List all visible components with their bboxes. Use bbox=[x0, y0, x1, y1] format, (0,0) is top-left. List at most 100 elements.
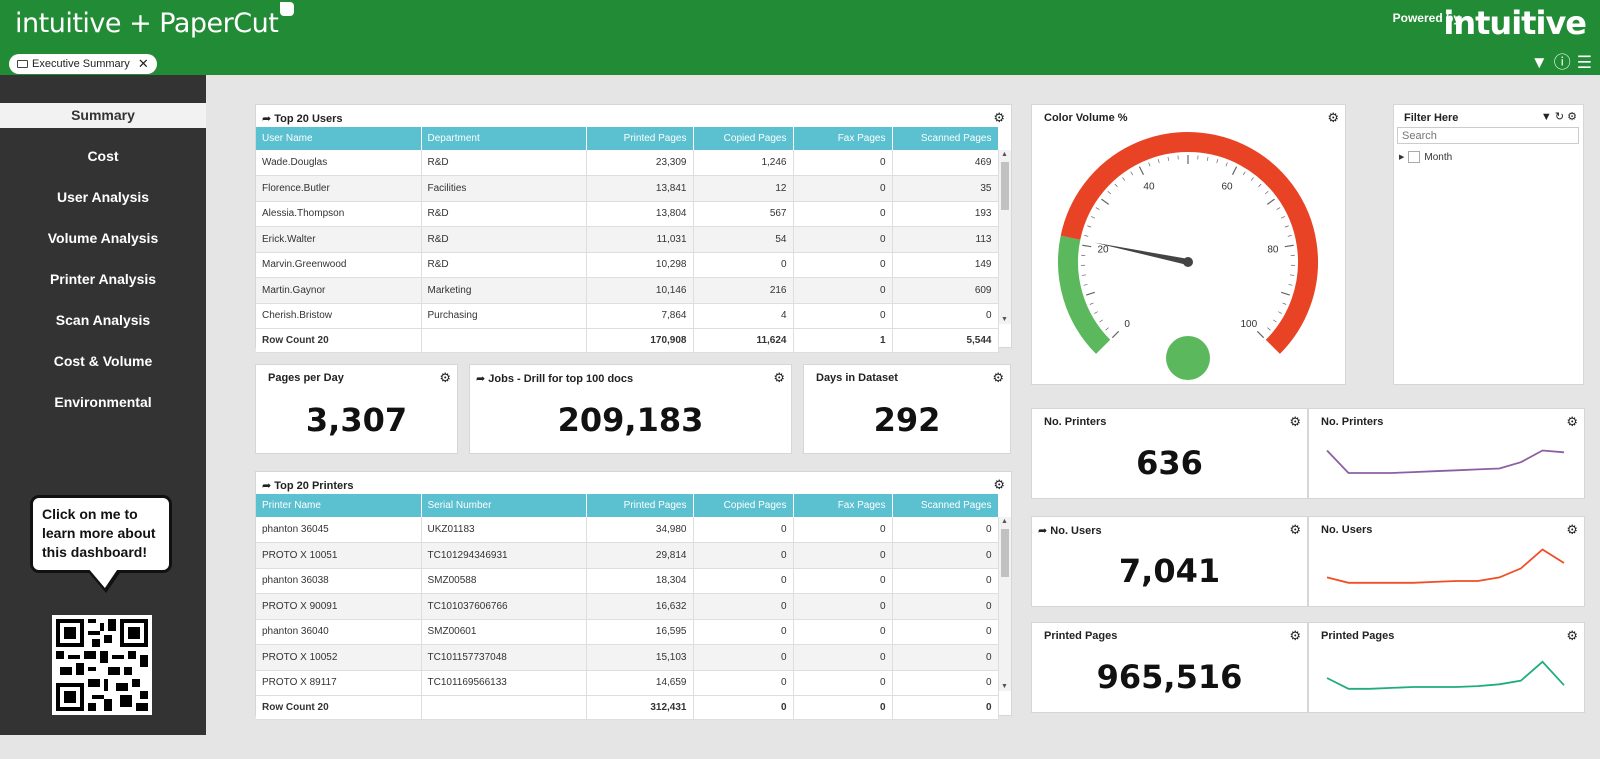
table-row[interactable]: PROTO X 89117 TC101169566133 14,659 0 0 0 bbox=[256, 670, 999, 696]
scroll-down-icon[interactable]: ▼ bbox=[1001, 683, 1008, 690]
table-row[interactable]: Marvin.Greenwood R&D 10,298 0 0 149 bbox=[256, 252, 999, 278]
gauge-tick bbox=[1287, 235, 1292, 237]
scrollbar-thumb[interactable] bbox=[1001, 162, 1009, 210]
kpi-value: 3,307 bbox=[305, 401, 408, 439]
column-header[interactable]: Department bbox=[421, 127, 587, 150]
scroll-up-icon[interactable]: ▲ bbox=[1001, 518, 1008, 525]
column-header[interactable]: Fax Pages bbox=[793, 127, 893, 150]
gauge-tick bbox=[1250, 177, 1254, 181]
filter-toolbar-icons[interactable]: ▼ ↻ ⚙ bbox=[1541, 110, 1577, 123]
kpi-title[interactable]: ➦ No. Users bbox=[1038, 525, 1102, 537]
gear-icon[interactable]: ⚙ bbox=[992, 370, 1004, 385]
top-users-title[interactable]: ➦ Top 20 Users bbox=[262, 113, 343, 125]
table-cell: phanton 36045 bbox=[256, 517, 422, 543]
sidebar-item-summary[interactable]: Summary bbox=[0, 103, 206, 128]
gear-icon[interactable]: ⚙ bbox=[773, 370, 785, 385]
tree-item-month[interactable]: ▶ Month bbox=[1399, 151, 1452, 163]
column-header[interactable]: Fax Pages bbox=[793, 494, 893, 517]
gear-icon[interactable]: ⚙ bbox=[1289, 628, 1301, 643]
checkbox[interactable] bbox=[1408, 151, 1421, 163]
table-cell: 0 bbox=[693, 568, 794, 594]
printed-kpi-panel: Printed Pages ⚙ 965,516 bbox=[1031, 622, 1308, 713]
gear-icon[interactable]: ⚙ bbox=[993, 110, 1005, 125]
top-printers-table: Printer Name Serial Number Printed Pages… bbox=[256, 494, 999, 720]
filter-icon[interactable]: ▼ bbox=[1530, 53, 1548, 72]
close-icon[interactable]: ✕ bbox=[137, 56, 149, 71]
table-cell: 0 bbox=[892, 542, 999, 569]
table-row[interactable]: Alessia.Thompson R&D 13,804 567 0 193 bbox=[256, 201, 999, 227]
sidebar-item-user-analysis[interactable]: User Analysis bbox=[56, 189, 150, 205]
column-header[interactable]: Printed Pages bbox=[586, 494, 694, 517]
column-header[interactable]: Printer Name bbox=[256, 494, 422, 517]
table-cell: 193 bbox=[892, 201, 999, 227]
sidebar-item-volume-analysis[interactable]: Volume Analysis bbox=[47, 230, 159, 246]
table-row[interactable]: phanton 36045 UKZ01183 34,980 0 0 0 bbox=[256, 517, 999, 543]
table-row[interactable]: phanton 36038 SMZ00588 18,304 0 0 0 bbox=[256, 568, 999, 594]
table-row[interactable]: Erick.Walter R&D 11,031 54 0 113 bbox=[256, 226, 999, 253]
scroll-down-icon[interactable]: ▼ bbox=[1001, 316, 1008, 323]
table-cell: 216 bbox=[693, 277, 794, 304]
column-header[interactable]: Copied Pages bbox=[693, 494, 794, 517]
sparkline-series bbox=[1326, 548, 1565, 584]
column-header[interactable]: Printed Pages bbox=[586, 127, 694, 150]
table-row[interactable]: Wade.Douglas R&D 23,309 1,246 0 469 bbox=[256, 150, 999, 176]
gauge-tick bbox=[1267, 327, 1271, 331]
scroll-up-icon[interactable]: ▲ bbox=[1001, 151, 1008, 158]
table-cell: PROTO X 10052 bbox=[256, 644, 422, 671]
table-row[interactable]: phanton 36040 SMZ00601 16,595 0 0 0 bbox=[256, 619, 999, 645]
gauge-tick bbox=[1225, 162, 1228, 167]
table-row[interactable]: Florence.Butler Facilities 13,841 12 0 35 bbox=[256, 175, 999, 202]
column-header[interactable]: User Name bbox=[256, 127, 422, 150]
table-row[interactable]: PROTO X 90091 TC101037606766 16,632 0 0 0 bbox=[256, 593, 999, 620]
gear-icon[interactable]: ⚙ bbox=[993, 477, 1005, 492]
sidebar-item-cost-volume[interactable]: Cost & Volume bbox=[53, 353, 153, 369]
gear-icon[interactable]: ⚙ bbox=[1566, 628, 1578, 643]
menu-icon[interactable]: ☰ bbox=[1576, 53, 1592, 72]
sidebar-item-scan-analysis[interactable]: Scan Analysis bbox=[55, 312, 151, 328]
color-volume-gauge: 0 20 40 60 80 100 bbox=[1058, 132, 1318, 380]
table-row[interactable]: Cherish.Bristow Purchasing 7,864 4 0 0 bbox=[256, 303, 999, 329]
sidebar-item-cost[interactable]: Cost bbox=[87, 148, 119, 164]
table-cell: 0 bbox=[793, 252, 893, 278]
kpi-title[interactable]: ➦ Jobs - Drill for top 100 docs bbox=[476, 373, 634, 385]
gear-icon[interactable]: ⚙ bbox=[1566, 522, 1578, 537]
jobs-panel: ➦ Jobs - Drill for top 100 docs ⚙ 209,18… bbox=[469, 364, 792, 454]
column-header[interactable]: Serial Number bbox=[421, 494, 587, 517]
table-cell: 16,595 bbox=[586, 619, 694, 645]
filter-search-input[interactable] bbox=[1397, 127, 1579, 144]
column-header[interactable]: Scanned Pages bbox=[892, 494, 999, 517]
expand-icon[interactable]: ▶ bbox=[1399, 154, 1405, 161]
gauge-tick bbox=[1276, 207, 1281, 210]
qr-code-icon[interactable] bbox=[52, 615, 152, 715]
gauge-tick bbox=[1281, 216, 1285, 219]
gear-icon[interactable]: ⚙ bbox=[1327, 110, 1339, 125]
gear-icon[interactable]: ⚙ bbox=[1289, 414, 1301, 429]
scrollbar-thumb[interactable] bbox=[1001, 529, 1009, 577]
column-header[interactable]: Scanned Pages bbox=[892, 127, 999, 150]
table-scrollbar[interactable]: ▲ ▼ bbox=[999, 150, 1011, 324]
gauge-tick-label: 0 bbox=[1124, 319, 1130, 330]
table-row[interactable]: Martin.Gaynor Marketing 10,146 216 0 609 bbox=[256, 277, 999, 304]
table-row[interactable]: PROTO X 10052 TC101157737048 15,103 0 0 0 bbox=[256, 644, 999, 671]
sidebar-item-printer-analysis[interactable]: Printer Analysis bbox=[49, 271, 157, 287]
gear-icon[interactable]: ⚙ bbox=[1289, 522, 1301, 537]
folder-icon bbox=[17, 60, 28, 68]
refresh-icon[interactable]: ↻ bbox=[1554, 111, 1565, 123]
gear-icon[interactable]: ⚙ bbox=[439, 370, 451, 385]
top-printers-title[interactable]: ➦ Top 20 Printers bbox=[262, 480, 354, 492]
gear-icon[interactable]: ⚙ bbox=[1566, 414, 1578, 429]
gear-icon[interactable]: ⚙ bbox=[1567, 111, 1577, 123]
table-cell: 15,103 bbox=[586, 644, 694, 671]
help-speech-bubble[interactable]: Click on me to learn more about this das… bbox=[30, 495, 172, 573]
filter-icon[interactable]: ▼ bbox=[1540, 111, 1552, 123]
table-scrollbar[interactable]: ▲ ▼ bbox=[999, 517, 1011, 691]
table-cell: 11,031 bbox=[586, 226, 694, 253]
tab-executive-summary[interactable]: Executive Summary ✕ bbox=[9, 54, 157, 74]
column-header[interactable]: Copied Pages bbox=[693, 127, 794, 150]
gauge-tick bbox=[1087, 225, 1092, 228]
sidebar-item-environmental[interactable]: Environmental bbox=[54, 394, 152, 410]
table-cell: 113 bbox=[892, 226, 999, 253]
table-row[interactable]: PROTO X 10051 TC101294346931 29,814 0 0 0 bbox=[256, 542, 999, 569]
help-icon[interactable]: ⓘ bbox=[1553, 53, 1571, 72]
kpi-title: Days in Dataset bbox=[816, 372, 898, 384]
